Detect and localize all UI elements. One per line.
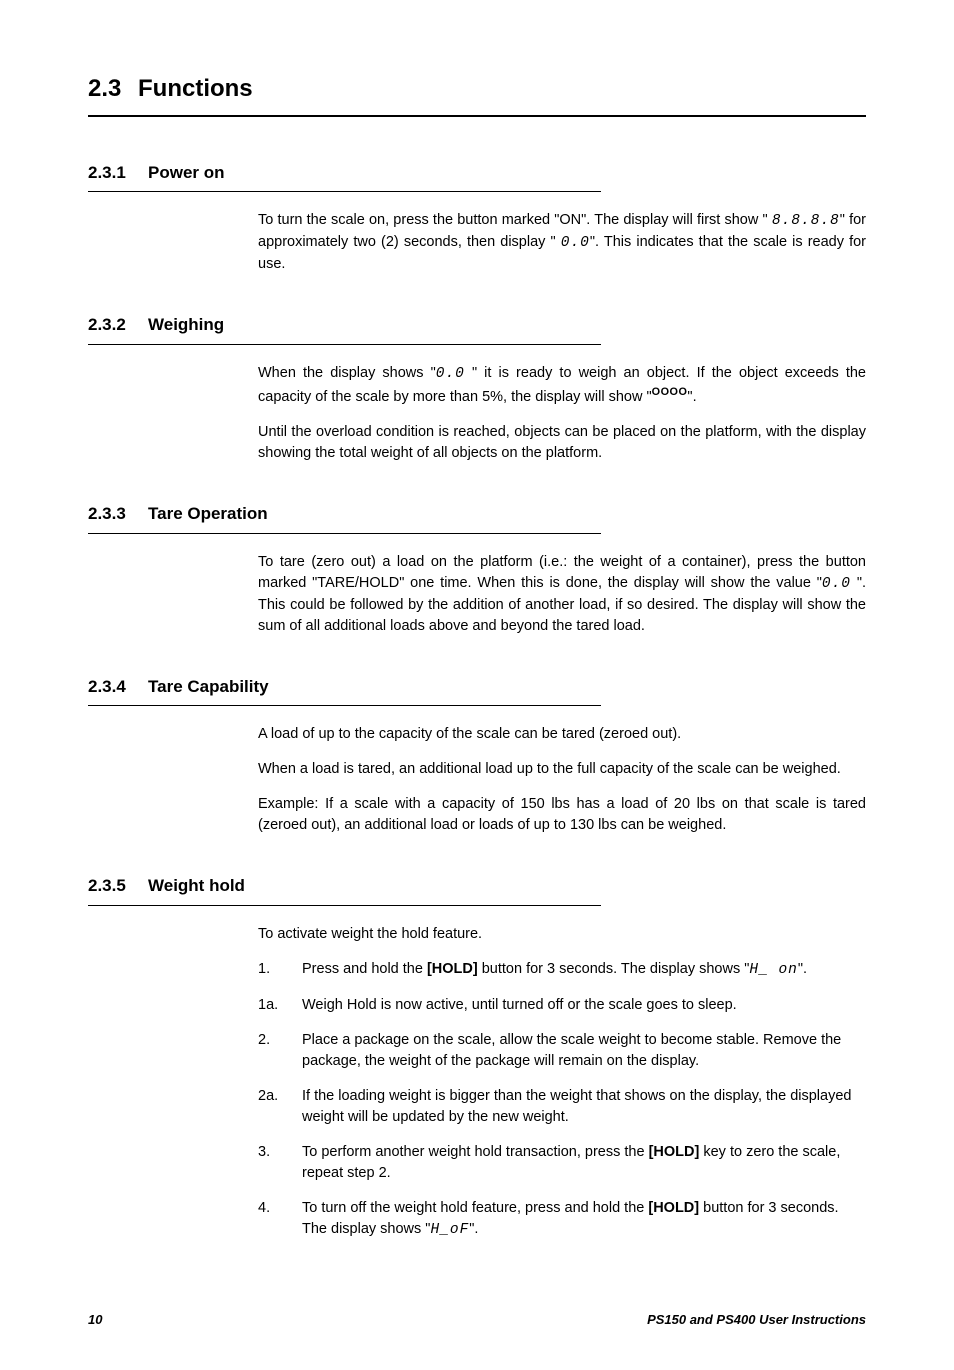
document-title: PS150 and PS400 User Instructions — [647, 1311, 866, 1330]
text: ". — [798, 961, 807, 977]
body-text: A load of up to the capacity of the scal… — [258, 724, 866, 836]
step-number: 2a. — [258, 1086, 302, 1107]
display-readout: H_oF — [430, 1222, 469, 1238]
body-text: When the display shows "0.0 " it is read… — [258, 363, 866, 464]
heading-number: 2.3 — [88, 72, 138, 107]
subsection-heading: 2.3.2Weighing — [88, 313, 601, 345]
step-text: Place a package on the scale, allow the … — [302, 1030, 866, 1072]
step-number: 1. — [258, 959, 302, 980]
display-readout: OOOO — [652, 386, 688, 398]
step-list: 1. Press and hold the [HOLD] button for … — [258, 959, 866, 1241]
subheading-number: 2.3.1 — [88, 161, 148, 186]
subheading-title: Power on — [148, 163, 225, 182]
list-item: 1. Press and hold the [HOLD] button for … — [258, 959, 866, 981]
text: Until the overload condition is reached,… — [258, 422, 866, 464]
body-text: To tare (zero out) a load on the platfor… — [258, 552, 866, 637]
step-number: 4. — [258, 1198, 302, 1219]
text: To turn the scale on, press the button m… — [258, 212, 772, 228]
list-item: 3. To perform another weight hold transa… — [258, 1142, 866, 1184]
subsection-heading: 2.3.4Tare Capability — [88, 675, 601, 707]
display-readout: 0.0 — [822, 576, 851, 592]
text: Press and hold the — [302, 961, 427, 977]
step-text: Press and hold the [HOLD] button for 3 s… — [302, 959, 866, 981]
body-text: To turn the scale on, press the button m… — [258, 210, 866, 275]
subheading-number: 2.3.2 — [88, 313, 148, 338]
text: To activate weight the hold feature. — [258, 924, 866, 945]
text: To perform another weight hold transacti… — [302, 1144, 649, 1160]
subheading-number: 2.3.5 — [88, 874, 148, 899]
text: When a load is tared, an additional load… — [258, 759, 866, 780]
body-text: To activate weight the hold feature. 1. … — [258, 924, 866, 1241]
display-readout: 0.0 — [561, 235, 590, 251]
subheading-title: Tare Operation — [148, 504, 268, 523]
subsection-heading: 2.3.1Power on — [88, 161, 601, 193]
subheading-title: Tare Capability — [148, 677, 269, 696]
list-item: 2a. If the loading weight is bigger than… — [258, 1086, 866, 1128]
page-footer: 10 PS150 and PS400 User Instructions — [88, 1311, 866, 1330]
step-text: If the loading weight is bigger than the… — [302, 1086, 866, 1128]
display-readout: 0.0 — [436, 366, 465, 382]
text: To tare (zero out) a load on the platfor… — [258, 554, 866, 591]
step-number: 2. — [258, 1030, 302, 1051]
text: When the display shows " — [258, 365, 436, 381]
display-readout: H_ on — [749, 962, 798, 978]
subheading-number: 2.3.4 — [88, 675, 148, 700]
text: A load of up to the capacity of the scal… — [258, 724, 866, 745]
subheading-title: Weight hold — [148, 876, 245, 895]
step-text: To perform another weight hold transacti… — [302, 1142, 866, 1184]
step-number: 3. — [258, 1142, 302, 1163]
step-text: Weigh Hold is now active, until turned o… — [302, 995, 866, 1016]
display-readout: 8.8.8.8 — [772, 213, 840, 229]
button-reference: [HOLD] — [427, 961, 478, 977]
subheading-number: 2.3.3 — [88, 502, 148, 527]
text: To turn off the weight hold feature, pre… — [302, 1200, 648, 1216]
subheading-title: Weighing — [148, 315, 224, 334]
list-item: 1a. Weigh Hold is now active, until turn… — [258, 995, 866, 1016]
section-heading-major: 2.3Functions — [88, 72, 866, 117]
button-reference: [HOLD] — [648, 1200, 699, 1216]
subsection-heading: 2.3.3Tare Operation — [88, 502, 601, 534]
list-item: 2. Place a package on the scale, allow t… — [258, 1030, 866, 1072]
heading-title: Functions — [138, 75, 253, 102]
subsection-heading: 2.3.5Weight hold — [88, 874, 601, 906]
text: ". — [687, 389, 696, 405]
text: button for 3 seconds. The display shows … — [478, 961, 750, 977]
step-number: 1a. — [258, 995, 302, 1016]
page-number: 10 — [88, 1311, 102, 1330]
button-reference: [HOLD] — [649, 1144, 700, 1160]
text: Example: If a scale with a capacity of 1… — [258, 794, 866, 836]
